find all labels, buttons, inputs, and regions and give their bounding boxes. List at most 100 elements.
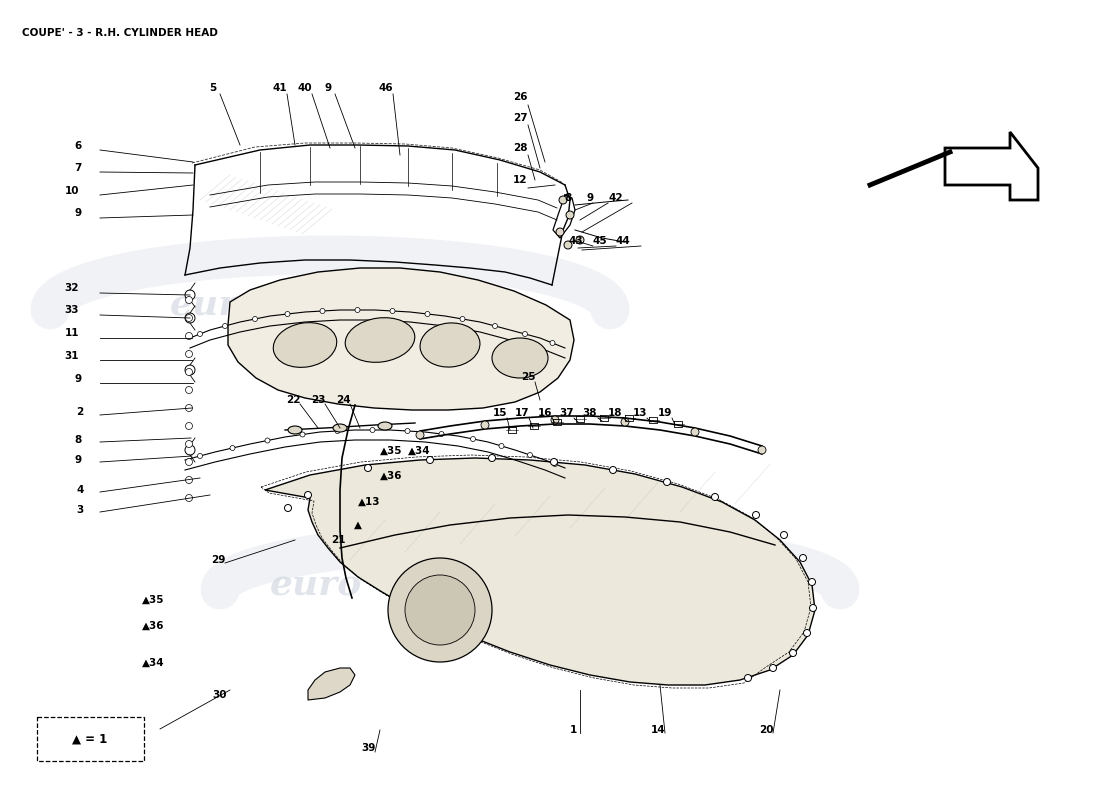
Circle shape	[355, 307, 360, 313]
Circle shape	[691, 428, 698, 436]
Circle shape	[186, 405, 192, 411]
Circle shape	[425, 311, 430, 317]
Circle shape	[186, 369, 192, 375]
Text: spares: spares	[450, 568, 582, 602]
Polygon shape	[945, 132, 1038, 200]
Circle shape	[552, 462, 558, 466]
Circle shape	[222, 323, 228, 329]
Circle shape	[265, 438, 269, 443]
Text: 9: 9	[75, 455, 81, 465]
Text: 15: 15	[493, 408, 507, 418]
Circle shape	[803, 630, 811, 637]
Ellipse shape	[288, 426, 302, 434]
Text: 32: 32	[65, 283, 79, 293]
Text: 6: 6	[75, 141, 81, 151]
Circle shape	[186, 422, 192, 430]
Text: ▲: ▲	[354, 520, 362, 530]
Circle shape	[460, 317, 465, 322]
Circle shape	[300, 432, 305, 437]
Text: 11: 11	[65, 328, 79, 338]
Circle shape	[439, 431, 444, 437]
Text: 22: 22	[286, 395, 300, 405]
Polygon shape	[228, 268, 574, 410]
Text: ▲34: ▲34	[408, 446, 430, 456]
Text: 37: 37	[560, 408, 574, 418]
Text: 30: 30	[212, 690, 228, 700]
Text: 20: 20	[759, 725, 773, 735]
Text: euro: euro	[170, 288, 263, 322]
Polygon shape	[308, 668, 355, 700]
Text: 40: 40	[298, 83, 312, 93]
Text: 9: 9	[75, 208, 81, 218]
Text: ▲13: ▲13	[358, 497, 381, 507]
Circle shape	[186, 386, 192, 394]
Text: COUPE' - 3 - R.H. CYLINDER HEAD: COUPE' - 3 - R.H. CYLINDER HEAD	[22, 28, 218, 38]
Circle shape	[285, 311, 290, 317]
Text: 39: 39	[361, 743, 375, 753]
Circle shape	[790, 650, 796, 657]
Circle shape	[416, 431, 424, 439]
Circle shape	[758, 446, 766, 454]
Circle shape	[551, 416, 559, 424]
Text: 33: 33	[65, 305, 79, 315]
Circle shape	[186, 494, 192, 502]
Text: ▲36: ▲36	[142, 621, 165, 631]
Ellipse shape	[492, 338, 548, 378]
Text: 14: 14	[651, 725, 666, 735]
Text: 31: 31	[65, 351, 79, 361]
Text: ▲35: ▲35	[379, 446, 403, 456]
Text: 29: 29	[211, 555, 226, 565]
Circle shape	[745, 674, 751, 682]
Circle shape	[564, 241, 572, 249]
Circle shape	[388, 558, 492, 662]
Circle shape	[559, 196, 566, 204]
Circle shape	[405, 575, 475, 645]
Ellipse shape	[273, 322, 337, 367]
Circle shape	[405, 429, 410, 434]
Text: 3: 3	[76, 505, 84, 515]
Text: 46: 46	[378, 83, 394, 93]
Ellipse shape	[420, 323, 480, 367]
Text: 43: 43	[569, 236, 583, 246]
Text: spares: spares	[340, 288, 472, 322]
Ellipse shape	[333, 424, 346, 432]
Circle shape	[810, 605, 816, 611]
Circle shape	[186, 333, 192, 339]
Text: euro: euro	[270, 568, 362, 602]
Ellipse shape	[345, 318, 415, 362]
Circle shape	[808, 578, 815, 586]
Circle shape	[185, 313, 195, 323]
Text: 41: 41	[273, 83, 287, 93]
Circle shape	[370, 427, 375, 433]
Circle shape	[427, 457, 433, 463]
Circle shape	[305, 491, 311, 498]
Text: 5: 5	[209, 83, 217, 93]
Circle shape	[499, 443, 504, 449]
Ellipse shape	[378, 422, 392, 430]
Circle shape	[186, 477, 192, 483]
Circle shape	[253, 317, 257, 322]
Text: 45: 45	[593, 236, 607, 246]
Text: 24: 24	[336, 395, 350, 405]
Text: 13: 13	[632, 408, 647, 418]
Circle shape	[390, 309, 395, 314]
Text: 38: 38	[583, 408, 597, 418]
Circle shape	[186, 297, 192, 303]
Text: 9: 9	[75, 374, 81, 384]
Circle shape	[186, 458, 192, 466]
Circle shape	[285, 505, 292, 511]
Circle shape	[493, 323, 497, 329]
Text: 19: 19	[658, 408, 672, 418]
Circle shape	[481, 421, 490, 429]
Circle shape	[800, 554, 806, 562]
Text: 8: 8	[564, 193, 572, 203]
Text: 1: 1	[570, 725, 576, 735]
Text: ▲34: ▲34	[142, 658, 165, 668]
Text: 25: 25	[520, 372, 536, 382]
Circle shape	[528, 453, 532, 458]
Circle shape	[550, 341, 556, 346]
Circle shape	[336, 429, 340, 434]
Circle shape	[186, 314, 192, 322]
Circle shape	[566, 211, 574, 219]
Text: 2: 2	[76, 407, 84, 417]
